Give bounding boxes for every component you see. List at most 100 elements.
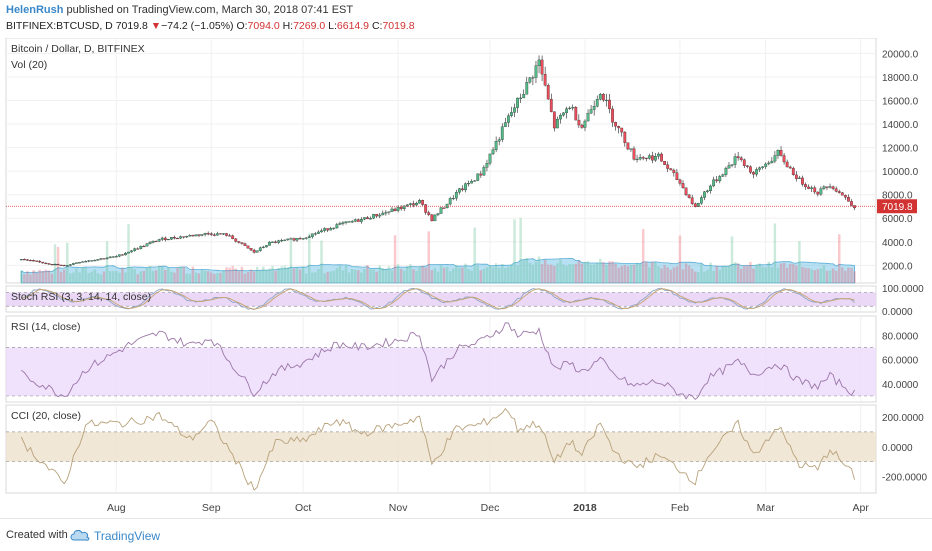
candle-body	[727, 165, 731, 169]
volume-bar	[102, 271, 106, 283]
volume-bar	[219, 272, 222, 283]
volume-bar	[228, 267, 231, 283]
volume-bar	[847, 267, 850, 283]
tradingview-brand[interactable]: TradingView	[94, 529, 161, 543]
candle-body	[739, 157, 743, 160]
candle-body	[191, 235, 195, 237]
candle-body	[381, 212, 385, 216]
volume-bar	[179, 266, 182, 283]
candle-body	[503, 122, 507, 127]
candle-body	[341, 222, 345, 224]
candle-body	[307, 236, 311, 238]
symbol-label[interactable]: BITFINEX:BTCUSD, D	[6, 20, 113, 32]
volume-bar	[206, 271, 210, 283]
volume-bar	[608, 261, 611, 283]
volume-bar	[822, 265, 826, 283]
candle-body	[173, 237, 176, 239]
stoch-rsi-band	[6, 292, 876, 307]
volume-bar	[243, 273, 247, 283]
volume-bar	[210, 272, 213, 283]
cci-title: CCI (20, close)	[11, 410, 81, 422]
candle-body	[482, 167, 486, 176]
candle-body	[785, 161, 789, 168]
volume-bar	[369, 269, 372, 283]
candle-body	[430, 214, 434, 222]
price-tick-label: 16000.0	[882, 97, 919, 108]
volume-bar	[105, 241, 109, 283]
candle-body	[274, 241, 277, 243]
volume-bar	[522, 259, 525, 283]
volume-bar	[651, 261, 654, 283]
volume-bar	[611, 261, 614, 283]
candle-body	[693, 203, 697, 207]
volume-bar	[654, 262, 657, 283]
chart-area[interactable]: 20000.0 18000.0 16000.0 14000.0 12000.0 10000…	[0, 38, 932, 518]
candle-body	[38, 260, 42, 263]
volume-bar	[700, 264, 703, 283]
volume-bar	[418, 266, 421, 283]
candle-body	[840, 192, 844, 196]
volume-bar	[203, 270, 207, 283]
volume-bar	[632, 264, 636, 283]
volume-bar	[497, 267, 501, 283]
volume-bar	[834, 270, 838, 283]
volume-bar	[344, 265, 348, 283]
candle-body	[546, 85, 550, 100]
volume-bar	[807, 268, 810, 283]
candle-body	[700, 197, 703, 204]
price-tick-label: 2000.0	[882, 261, 913, 272]
last-price-label: 7019.8	[882, 202, 913, 213]
volume-bar	[629, 265, 633, 283]
author-link[interactable]: HelenRush	[6, 4, 64, 16]
candle-body	[182, 236, 186, 238]
candle-body	[350, 221, 354, 223]
volume-bar	[773, 223, 777, 283]
open-value: 7094.0	[247, 20, 280, 32]
volume-bar	[583, 261, 587, 283]
candle-body	[326, 228, 330, 231]
volume-bar	[850, 267, 853, 283]
candle-body	[154, 240, 158, 243]
volume-bar	[488, 265, 492, 283]
volume-bar	[709, 262, 712, 283]
volume-bar	[44, 269, 48, 283]
candle-body	[249, 248, 253, 251]
volume-bar	[513, 219, 516, 283]
volume-bar	[26, 271, 29, 283]
volume-bar	[819, 268, 823, 283]
candle-body	[537, 59, 541, 67]
volume-bar	[788, 263, 792, 283]
tradingview-cloud-icon[interactable]	[70, 528, 90, 542]
volume-bar	[277, 268, 280, 283]
volume-bar	[231, 265, 234, 283]
candle-body	[684, 187, 688, 196]
volume-bar	[694, 271, 697, 283]
volume-bar	[853, 271, 856, 283]
volume-bar	[139, 271, 143, 283]
candle-body	[491, 149, 495, 155]
volume-bar	[433, 268, 437, 283]
candle-body	[834, 188, 838, 192]
rsi-title: RSI (14, close)	[11, 321, 80, 333]
candle-body	[102, 258, 106, 260]
candle-body	[271, 241, 274, 243]
volume-bar	[252, 271, 256, 283]
candle-body	[461, 188, 464, 191]
volume-bar	[540, 264, 544, 283]
volume-bar	[479, 270, 483, 283]
candle-body	[22, 259, 26, 261]
candle-body	[29, 260, 32, 262]
candle-body	[559, 114, 562, 120]
volume-bar	[623, 264, 627, 283]
candle-body	[59, 264, 63, 266]
volume-bar	[390, 270, 394, 283]
candle-body	[801, 177, 804, 185]
candle-body	[105, 257, 109, 259]
candle-body	[265, 245, 268, 248]
candle-body	[277, 240, 281, 243]
candle-body	[317, 231, 320, 234]
candle-body	[237, 241, 241, 243]
volume-bar	[136, 274, 139, 283]
candle-body	[595, 99, 599, 107]
volume-bar	[157, 265, 161, 283]
